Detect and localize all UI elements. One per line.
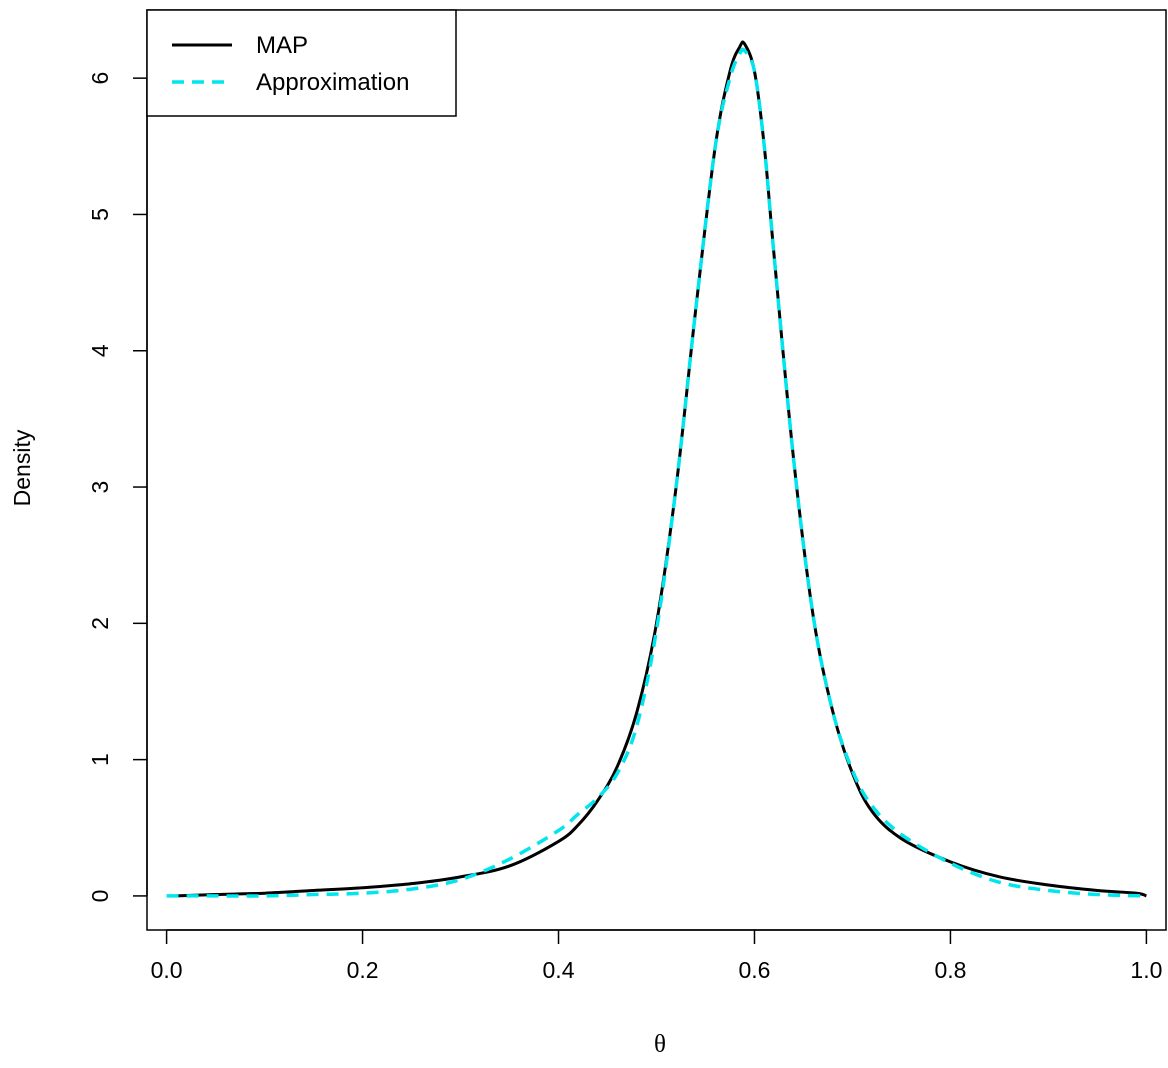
legend-box (146, 9, 457, 117)
y-tick-label: 3 (87, 481, 113, 494)
x-tick-label: 0.8 (934, 957, 966, 983)
y-tick-label: 6 (87, 72, 113, 85)
series-line-approximation (166, 47, 1147, 898)
x-axis-title: θ (654, 1031, 666, 1058)
legend-label-map: MAP (256, 32, 308, 59)
plot-box (146, 9, 1167, 931)
x-axis: 0.0 0.2 0.4 0.6 0.8 1.0 (151, 929, 1162, 983)
y-tick-label: 4 (87, 344, 113, 357)
y-axis-title: Density (9, 429, 35, 506)
y-tick-label: 5 (87, 208, 113, 221)
legend: MAP Approximation (146, 9, 457, 117)
y-axis: 0 1 2 3 4 5 6 (87, 72, 148, 903)
x-tick-label: 0.0 (151, 957, 183, 983)
legend-label-approximation: Approximation (256, 69, 409, 96)
x-tick-label: 0.4 (543, 957, 575, 983)
y-tick-label: 0 (87, 890, 113, 903)
x-tick-label: 0.6 (738, 957, 770, 983)
series-line-map (176, 40, 1147, 898)
y-tick-label: 2 (87, 617, 113, 630)
x-tick-label: 1.0 (1130, 957, 1162, 983)
series-layer (166, 40, 1147, 898)
x-tick-label: 0.2 (347, 957, 379, 983)
y-tick-label: 1 (87, 753, 113, 766)
